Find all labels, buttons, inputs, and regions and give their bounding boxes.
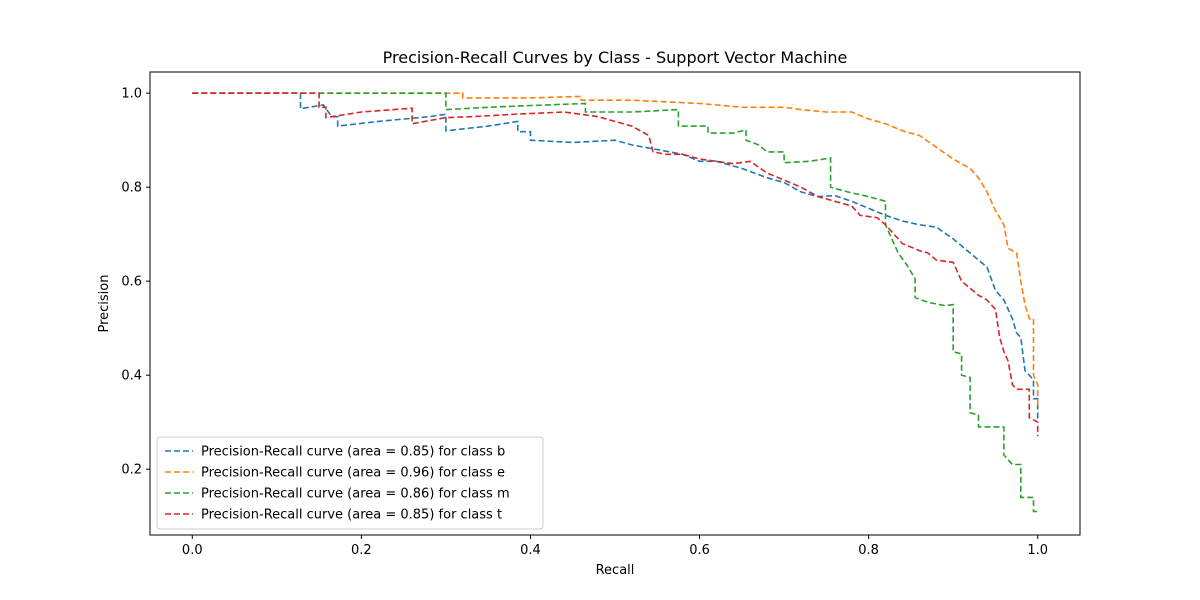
x-tick-label: 0.2 [351, 543, 372, 558]
plot-area [192, 92, 1039, 513]
legend-label: Precision-Recall curve (area = 0.86) for… [201, 487, 510, 502]
x-tick-label: 1.0 [1027, 543, 1048, 558]
y-tick-label: 0.2 [121, 463, 142, 478]
y-tick-label: 0.4 [121, 369, 142, 384]
legend-box [156, 436, 544, 530]
x-axis: 0.0 0.2 0.4 0.6 0.8 1.0 [182, 535, 1048, 558]
chart-title: Precision-Recall Curves by Class - Suppo… [383, 48, 848, 67]
y-tick-label: 1.0 [121, 87, 142, 102]
plot-frame [149, 71, 1081, 536]
legend-label: Precision-Recall curve (area = 0.85) for… [201, 508, 502, 523]
x-tick-label: 0.0 [182, 543, 203, 558]
x-tick-label: 0.6 [689, 543, 710, 558]
series-line-0 [192, 92, 1039, 423]
x-axis-label: Recall [596, 563, 635, 578]
y-tick-label: 0.8 [121, 181, 142, 196]
y-axis-label: Precision [97, 274, 112, 332]
x-tick-label: 0.8 [858, 543, 879, 558]
legend-label: Precision-Recall curve (area = 0.96) for… [201, 466, 505, 481]
y-tick-label: 0.6 [121, 275, 142, 290]
legend: Precision-Recall curve (area = 0.85) for… [156, 436, 544, 530]
series-line-3 [192, 92, 1039, 437]
y-axis: 0.2 0.4 0.6 0.8 1.0 [121, 87, 150, 478]
series-line-1 [192, 92, 1039, 409]
x-tick-label: 0.4 [520, 543, 541, 558]
legend-label: Precision-Recall curve (area = 0.85) for… [201, 445, 505, 460]
